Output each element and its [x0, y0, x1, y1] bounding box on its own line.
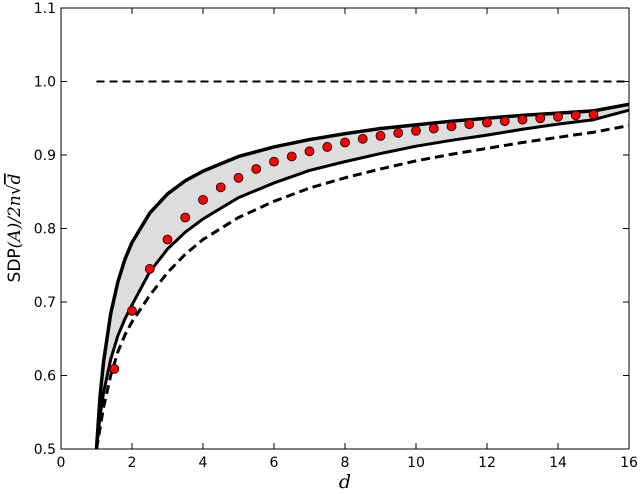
data-point [251, 164, 262, 174]
x-tick-label: 14 [549, 455, 567, 471]
y-tick-label: 1.1 [34, 1, 56, 17]
y-tick-label: 0.9 [34, 148, 56, 164]
data-point [517, 114, 528, 125]
y-tick-label: 0.6 [34, 369, 56, 385]
x-tick-label: 6 [270, 455, 279, 471]
data-point [411, 125, 421, 136]
y-axis-label: SDP(A)/2n√d [5, 173, 25, 282]
data-point [304, 146, 315, 157]
data-point [393, 128, 404, 138]
data-point [535, 113, 546, 124]
x-tick-label: 4 [199, 455, 208, 471]
data-point [322, 142, 333, 152]
data-point [482, 117, 492, 128]
x-tick-label: 10 [407, 455, 425, 471]
shaded-band [96, 104, 629, 449]
series-line-2 [94, 102, 630, 450]
series-line-4 [95, 124, 630, 450]
y-tick-label: 0.8 [34, 222, 56, 238]
y-axis-label-arg: (A) [5, 223, 25, 249]
data-point [588, 109, 599, 120]
data-point [127, 305, 137, 316]
x-tick-label: 12 [478, 455, 496, 471]
x-tick-label: 16 [620, 455, 638, 471]
data-point [180, 212, 191, 223]
data-point [198, 194, 208, 205]
y-tick-label: 0.7 [34, 295, 56, 311]
y-axis-label-mid: /2n [5, 195, 25, 225]
data-point [109, 363, 120, 374]
y-tick-label: 1.0 [34, 75, 56, 91]
data-point [446, 121, 457, 132]
y-axis-label-prefix: SDP [5, 248, 25, 282]
x-tick-label: 2 [128, 455, 137, 471]
plot-area [94, 80, 630, 450]
x-tick-label: 8 [341, 455, 350, 471]
x-axis-label: d [339, 471, 351, 493]
x-tick-label: 0 [57, 455, 66, 471]
data-point [144, 264, 155, 274]
svg-text:SDP(A)/2n√d: SDP(A)/2n√d [5, 173, 25, 282]
data-point [357, 133, 368, 144]
data-point [375, 130, 386, 141]
y-axis-label-sqrt-arg: d [5, 173, 25, 184]
data-point [428, 123, 439, 134]
y-tick-label: 0.5 [34, 442, 56, 458]
data-point [162, 234, 173, 245]
data-point [269, 156, 279, 167]
data-point [233, 172, 244, 183]
data-point [570, 110, 581, 121]
data-point [553, 111, 563, 122]
data-point [340, 137, 350, 148]
data-point [286, 151, 297, 162]
data-point [499, 116, 510, 127]
data-point [215, 182, 226, 193]
series-line-3 [95, 108, 630, 450]
data-point [464, 119, 475, 130]
axis-ticks: 0 2 4 6 8 10 12 14 16 0.5 0.6 0.7 0.8 0.9 1.0 1.1 [34, 1, 638, 471]
y-axis-label-sqrt-sign: √ [5, 184, 25, 195]
